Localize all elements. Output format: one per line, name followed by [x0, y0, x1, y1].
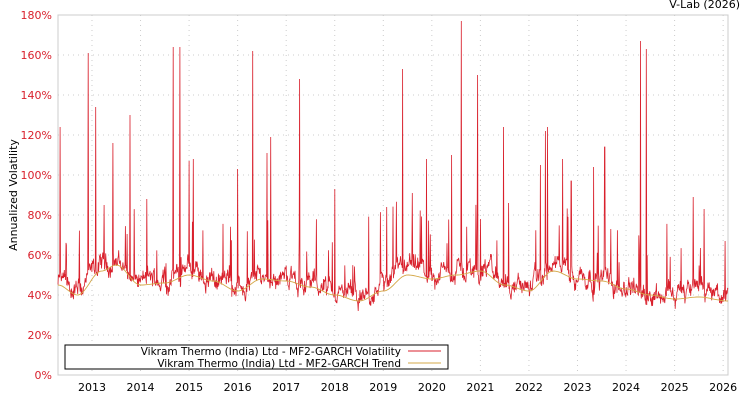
y-tick-label: 20%: [28, 329, 52, 342]
x-tick-label: 2017: [272, 381, 300, 394]
y-axis-label: Annualized Volatility: [7, 139, 20, 251]
x-tick-label: 2014: [127, 381, 155, 394]
volatility-series-line: [57, 20, 729, 312]
x-tick-label: 2022: [515, 381, 543, 394]
legend-box: [64, 344, 449, 370]
y-tick-label: 100%: [21, 169, 52, 182]
trend-series-line: [57, 264, 729, 302]
y-tick-label: 80%: [28, 209, 52, 222]
x-tick-label: 2023: [563, 381, 591, 394]
plot-frame: [57, 14, 729, 376]
x-tick-label: 2024: [612, 381, 640, 394]
x-tick-label: 2019: [369, 381, 397, 394]
y-tick-label: 180%: [21, 9, 52, 22]
x-tick-label: 2020: [418, 381, 446, 394]
credit-label: V-Lab (2026): [669, 0, 740, 11]
x-tick-label: 2013: [78, 381, 106, 394]
y-tick-label: 120%: [21, 129, 52, 142]
x-tick-label: 2025: [661, 381, 689, 394]
x-tick-label: 2021: [466, 381, 494, 394]
x-tick-label: 2015: [175, 381, 203, 394]
y-tick-label: 0%: [35, 369, 52, 382]
y-tick-label: 40%: [28, 289, 52, 302]
x-tick-label: 2016: [224, 381, 252, 394]
x-tick-label: 2026: [709, 381, 737, 394]
y-tick-label: 140%: [21, 89, 52, 102]
x-tick-label: 2018: [321, 381, 349, 394]
legend-label-trend: Vikram Thermo (India) Ltd - MF2-GARCH Tr…: [157, 358, 401, 370]
y-tick-label: 160%: [21, 49, 52, 62]
legend-label-volatility: Vikram Thermo (India) Ltd - MF2-GARCH Vo…: [141, 346, 401, 358]
y-tick-label: 60%: [28, 249, 52, 262]
